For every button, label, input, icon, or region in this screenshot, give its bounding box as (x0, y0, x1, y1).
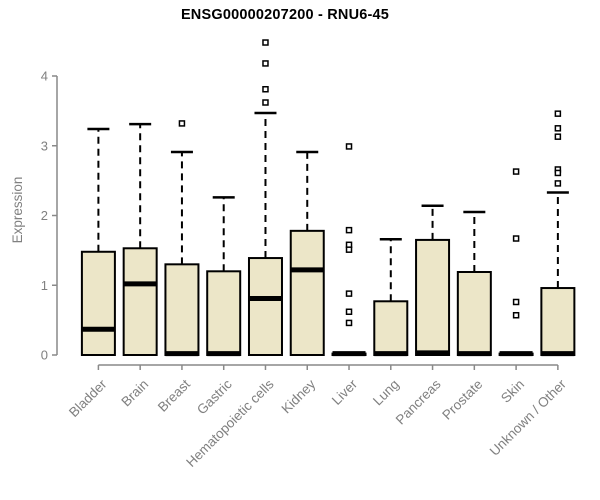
box-lung (373, 237, 409, 357)
box-skin (498, 168, 534, 357)
x-tick-label: Prostate (439, 377, 485, 423)
box-breast (164, 120, 200, 357)
y-tick-label: 1 (41, 278, 48, 293)
iqr-box (122, 247, 158, 356)
iqr-box (373, 300, 409, 357)
iqr-box (247, 257, 283, 356)
outlier-point (512, 298, 520, 306)
box-hematopoietic-cells (247, 39, 283, 356)
x-tick-label: Lung (370, 377, 402, 409)
box-prostate (456, 210, 492, 357)
outlier-point (345, 308, 353, 316)
outlier-point (554, 133, 562, 140)
y-tick-label: 0 (41, 348, 48, 363)
box-brain (122, 122, 158, 356)
iqr-box (164, 263, 200, 357)
x-tick-label: Unknown / Other (487, 376, 570, 459)
x-tick-label: Breast (155, 376, 193, 414)
iqr-box (456, 270, 492, 356)
x-tick-label: Bladder (66, 376, 110, 420)
y-tick-label: 3 (41, 138, 48, 153)
outlier-point (262, 99, 269, 106)
x-tick-label: Brain (118, 377, 151, 410)
x-tick-label: Liver (329, 376, 361, 408)
iqr-box (206, 270, 242, 356)
outlier-point (345, 319, 353, 327)
outlier-point (554, 180, 562, 187)
iqr-box (540, 287, 576, 357)
outlier-point (178, 120, 186, 127)
outlier-point (345, 246, 353, 253)
box-unknown-other (540, 110, 576, 357)
y-tick-label: 2 (41, 208, 48, 223)
iqr-box (289, 229, 325, 356)
outlier-point (262, 39, 269, 46)
box-kidney (289, 150, 325, 356)
box-liver (331, 143, 367, 357)
outlier-point (262, 86, 269, 93)
outlier-point (345, 226, 353, 234)
outlier-point (512, 168, 520, 175)
chart-title: ENSG00000207200 - RNU6-45 (180, 7, 390, 23)
iqr-box (80, 250, 116, 357)
outlier-point (512, 311, 520, 319)
box-gastric (206, 196, 242, 357)
outlier-point (345, 290, 353, 297)
x-tick-label: Pancreas (393, 376, 444, 427)
box-pancreas (415, 204, 451, 357)
box-bladder (80, 127, 116, 357)
outlier-point (345, 143, 353, 150)
x-tick-label: Skin (498, 377, 527, 406)
outlier-point (554, 125, 562, 132)
x-tick-label: Kidney (279, 376, 319, 416)
x-tick-label: Gastric (194, 376, 235, 417)
y-tick-label: 4 (41, 69, 48, 84)
outlier-point (554, 110, 562, 117)
outlier-point (554, 169, 562, 177)
iqr-box (415, 238, 451, 357)
outlier-point (262, 60, 269, 67)
outlier-point (512, 235, 520, 242)
